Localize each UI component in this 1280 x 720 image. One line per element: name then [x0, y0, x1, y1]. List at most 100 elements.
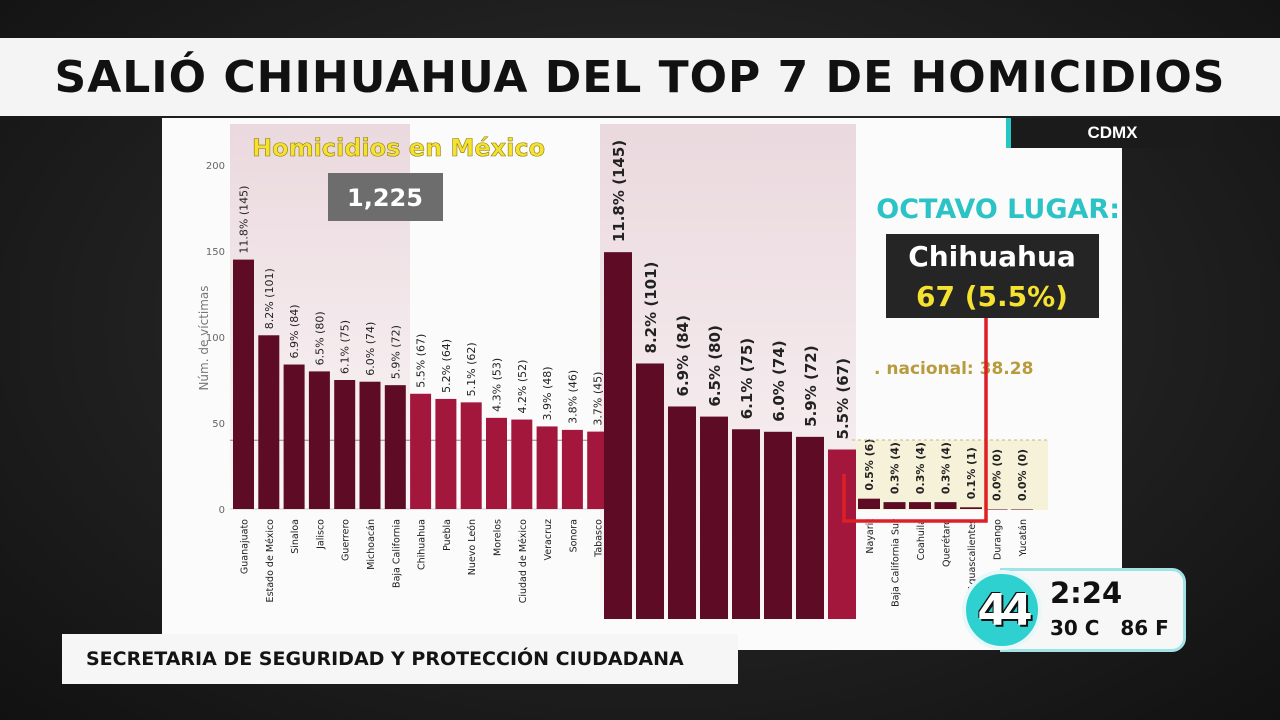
small-bar-data-label: 0.3% (4) [889, 442, 902, 494]
bar [435, 398, 457, 509]
total-box [328, 173, 443, 221]
bar-data-label: 5.2% (64) [440, 339, 453, 393]
zoom-bar-data-label: 5.9% (72) [802, 345, 820, 426]
bar [334, 380, 356, 509]
bar [536, 426, 558, 509]
y-tick-label: 100 [206, 333, 225, 344]
small-bar [909, 502, 931, 509]
total-value: 1,225 [347, 184, 423, 212]
callout-connector [842, 318, 988, 523]
bar-data-label: 8.2% (101) [263, 268, 276, 329]
bar-data-label: 5.9% (72) [389, 325, 402, 379]
bar-data-label: 3.7% (45) [592, 372, 605, 426]
x-tick-label: Estado de México [265, 519, 276, 603]
x-tick-label: Michoacán [366, 519, 377, 570]
zoom-bar-data-label: 6.0% (74) [770, 340, 788, 421]
zoom-bar-data-label: 11.8% (145) [610, 140, 628, 242]
zoom-bar [604, 252, 632, 619]
bar [511, 419, 533, 509]
bar [561, 429, 583, 509]
state-callout-value: 67 (5.5%) [916, 280, 1068, 313]
bar-data-label: 5.1% (62) [465, 342, 478, 396]
bar-data-label: 6.1% (75) [339, 320, 352, 374]
small-bar [960, 507, 982, 509]
zoom-bar [764, 431, 792, 619]
x-tick-label: Morelos [493, 519, 504, 556]
bar [233, 259, 254, 509]
lower-third: SECRETARIA DE SEGURIDAD Y PROTECCIÓN CIU… [62, 634, 738, 684]
small-bar-data-label: 0.1% (1) [965, 447, 978, 499]
zoom-chart: 11.8% (145) 8.2% (101) 6.9% (84) 6.5% (80) 6… [604, 140, 856, 619]
y-tick-label: 150 [206, 247, 225, 258]
zoom-bar [732, 429, 760, 619]
zoom-bar-data-label: 5.5% (67) [834, 358, 852, 439]
zoom-bar-data-label: 6.5% (80) [706, 325, 724, 406]
channel-logo-text: 44 [977, 584, 1032, 636]
zoom-bar-data-label: 8.2% (101) [642, 262, 660, 354]
bar [258, 335, 280, 509]
x-tick-label: Veracruz [543, 519, 554, 560]
bar [283, 364, 305, 509]
x-tick-label: Ciudad de México [518, 519, 529, 603]
small-bar [985, 509, 1008, 510]
small-x-tick-label: Yucatán [1018, 519, 1029, 557]
small-x-tick-label: Coahuila [916, 519, 927, 560]
x-tick-label: Jalisco [315, 519, 326, 550]
small-x-tick-label: Nayarit [865, 519, 876, 554]
bar-data-label: 6.9% (84) [288, 304, 301, 358]
channel-logo: 44 [962, 570, 1042, 650]
x-tick-label: Tabasco [594, 519, 605, 558]
x-tick-label: Sonora [568, 519, 579, 552]
bar-data-label: 4.2% (52) [516, 360, 529, 414]
small-bar [934, 502, 957, 509]
small-x-tick-label: Querétaro [942, 519, 953, 567]
x-tick-label: Sinaloa [290, 519, 301, 554]
y-tick-label: 50 [212, 419, 225, 430]
bar-data-label: 3.8% (46) [566, 370, 579, 424]
state-callout-box [886, 234, 1099, 318]
bar [384, 385, 406, 509]
zoom-bar [636, 363, 664, 619]
zoom-bar-data-label: 6.9% (84) [674, 315, 692, 396]
small-x-tick-label: Aguascalientes [967, 519, 978, 591]
bar-data-label: 6.5% (80) [313, 311, 326, 365]
small-bar-data-label: 0.3% (4) [940, 442, 953, 494]
x-tick-label: Chihuahua [417, 519, 428, 570]
x-tick-label: Guerrero [341, 519, 352, 561]
region-tag: CDMX [1006, 118, 1214, 148]
bar [410, 393, 432, 509]
small-x-tick-label: Baja California Sur [891, 519, 902, 607]
small-bar [858, 498, 880, 509]
small-bar-data-label: 0.0% (0) [991, 449, 1004, 501]
bar-data-label: 5.5% (67) [415, 334, 428, 388]
x-tick-label: Puebla [442, 519, 453, 551]
x-tick-label: Guanajuato [240, 519, 251, 574]
bar-data-label: 3.9% (48) [541, 366, 554, 420]
zoom-bar [668, 406, 696, 619]
bar-chart: 0 50 100 150 200 Núm. de víctimas 11.8% (145) G… [197, 124, 1120, 620]
y-axis-label: Núm. de víctimas [197, 285, 211, 390]
bar-data-label: 4.3% (53) [491, 358, 504, 412]
headline: SALIÓ CHIHUAHUA DEL TOP 7 DE HOMICIDIOS [0, 38, 1280, 116]
small-bar-data-label: 0.5% (6) [863, 439, 876, 491]
zoom-bar-data-label: 6.1% (75) [738, 338, 756, 419]
main-chart: 0 50 100 150 200 Núm. de víctimas 11.8% (145) G… [197, 161, 609, 603]
rank-label: OCTAVO LUGAR: [876, 194, 1120, 225]
clock-time: 2:24 [1050, 576, 1123, 610]
small-bar [883, 502, 906, 509]
bar-data-label: 11.8% (145) [238, 186, 251, 254]
chart-card: 0 50 100 150 200 Núm. de víctimas 11.8% (145) G… [162, 118, 1122, 650]
bottom-chart: 0.5% (6) Nayarit 0.3% (4) Baja California S… [858, 439, 1033, 607]
zoom-bar [828, 449, 856, 619]
small-bar-data-label: 0.3% (4) [914, 442, 927, 494]
small-x-tick-label: Durango [993, 519, 1004, 560]
zoom-bar [796, 436, 824, 619]
bar [587, 431, 609, 509]
bar [460, 402, 482, 509]
bar-data-label: 6.0% (74) [364, 322, 377, 376]
state-callout-name: Chihuahua [908, 240, 1076, 273]
bar [359, 381, 381, 509]
zoom-bar [700, 416, 728, 619]
national-avg-label: . nacional: 38.28 [874, 359, 1033, 379]
x-tick-label: Baja California [391, 519, 402, 588]
